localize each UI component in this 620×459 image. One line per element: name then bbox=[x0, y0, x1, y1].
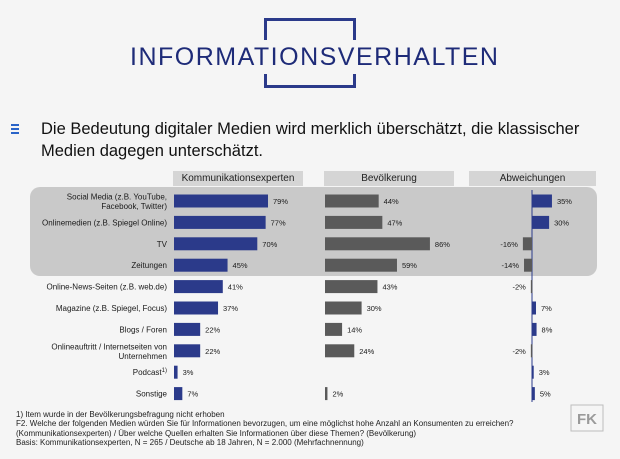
bar-population bbox=[325, 301, 362, 315]
bar-deviation bbox=[530, 344, 533, 358]
data-label-experts: 77% bbox=[271, 218, 286, 227]
bar-population bbox=[325, 387, 328, 401]
data-label-population: 14% bbox=[347, 325, 362, 334]
bar-experts bbox=[174, 194, 269, 208]
title-frame-gap bbox=[130, 40, 490, 74]
data-label-population: 30% bbox=[367, 304, 382, 313]
bar-population bbox=[325, 194, 379, 208]
data-label-deviation: -2% bbox=[513, 347, 527, 356]
data-label-deviation: 5% bbox=[540, 390, 551, 399]
bar-experts bbox=[174, 258, 228, 272]
data-label-experts: 45% bbox=[233, 261, 248, 270]
bar-experts bbox=[174, 301, 219, 315]
category-label: Online-News-Seiten (z.B. web.de) bbox=[47, 283, 168, 292]
bar-population bbox=[325, 258, 397, 272]
bar-population bbox=[325, 215, 383, 229]
data-label-deviation: 8% bbox=[542, 325, 553, 334]
bar-deviation bbox=[532, 301, 536, 315]
category-label: Sonstige bbox=[136, 390, 168, 399]
data-label-deviation: 30% bbox=[554, 218, 569, 227]
bar-deviation bbox=[530, 280, 533, 294]
footnote-line: F2. Welche der folgenden Medien würden S… bbox=[16, 419, 514, 429]
category-label: Unternehmen bbox=[119, 352, 167, 361]
fk-logo: FK bbox=[570, 404, 604, 432]
bar-deviation bbox=[532, 194, 552, 208]
bar-deviation bbox=[532, 365, 534, 379]
data-label-experts: 7% bbox=[187, 390, 198, 399]
data-label-population: 44% bbox=[384, 197, 399, 206]
bar-deviation bbox=[532, 215, 550, 229]
data-label-experts: 79% bbox=[273, 197, 288, 206]
data-label-experts: 3% bbox=[183, 368, 194, 377]
logo-text: FK bbox=[577, 411, 597, 428]
data-label-experts: 22% bbox=[205, 347, 220, 356]
bar-experts bbox=[174, 237, 258, 251]
data-label-deviation: 3% bbox=[539, 368, 550, 377]
data-label-deviation: 7% bbox=[541, 304, 552, 313]
footnote-line: Basis: Kommunikationsexperten, N = 265 /… bbox=[16, 437, 364, 447]
category-label: Zeitungen bbox=[131, 261, 167, 270]
column-header-population: Bevölkerung bbox=[324, 171, 454, 186]
column-header-experts: Kommunikationsexperten bbox=[173, 171, 303, 186]
data-label-population: 43% bbox=[382, 283, 397, 292]
headline: Die Bedeutung digitaler Medien wird merk… bbox=[41, 120, 580, 160]
data-label-experts: 70% bbox=[262, 240, 277, 249]
data-label-deviation: -2% bbox=[513, 283, 527, 292]
category-label: Onlinemedien (z.B. Spiegel Online) bbox=[42, 218, 167, 227]
bar-experts bbox=[174, 344, 201, 358]
bar-experts bbox=[174, 280, 223, 294]
data-label-deviation: -14% bbox=[502, 261, 520, 270]
bar-deviation bbox=[522, 237, 532, 251]
data-label-population: 24% bbox=[359, 347, 374, 356]
column-header-deviation: Abweichungen bbox=[469, 171, 596, 186]
bar-experts bbox=[174, 322, 201, 336]
data-label-population: 86% bbox=[435, 240, 450, 249]
footnote-line: (Kommunikationsexperten) / Über welche Q… bbox=[16, 428, 417, 438]
category-label: Podcast1) bbox=[133, 368, 167, 377]
footnotes: 1) Item wurde in der Bevölkerungsbefragu… bbox=[16, 410, 514, 447]
data-label-deviation: 35% bbox=[557, 197, 572, 206]
bar-deviation bbox=[524, 258, 532, 272]
bar-experts bbox=[174, 387, 183, 401]
bar-population bbox=[325, 344, 355, 358]
page-title: INFORMATIONSVERHALTEN bbox=[130, 43, 500, 71]
data-label-population: 59% bbox=[402, 261, 417, 270]
data-label-population: 47% bbox=[387, 218, 402, 227]
bar-deviation bbox=[532, 387, 535, 401]
data-label-experts: 22% bbox=[205, 325, 220, 334]
highlight-box bbox=[30, 187, 597, 276]
category-label: Blogs / Foren bbox=[119, 325, 167, 334]
bullet-icon bbox=[11, 124, 19, 134]
data-label-deviation: -16% bbox=[500, 240, 518, 249]
footnote-line: 1) Item wurde in der Bevölkerungsbefragu… bbox=[16, 410, 225, 419]
data-label-experts: 37% bbox=[223, 304, 238, 313]
category-label: Magazine (z.B. Spiegel, Focus) bbox=[56, 304, 167, 313]
bar-population bbox=[325, 280, 378, 294]
category-label: Social Media (z.B. YouTube, bbox=[67, 193, 167, 202]
bar-population bbox=[325, 237, 430, 251]
data-label-population: 2% bbox=[332, 390, 343, 399]
bar-experts bbox=[174, 365, 178, 379]
category-label: Facebook, Twitter) bbox=[101, 202, 167, 211]
category-label: TV bbox=[157, 240, 168, 249]
category-label: Onlineauftritt / Internetseiten von bbox=[51, 342, 167, 351]
bar-experts bbox=[174, 215, 266, 229]
bar-deviation bbox=[532, 322, 537, 336]
bar-population bbox=[325, 322, 343, 336]
data-label-experts: 41% bbox=[228, 283, 243, 292]
